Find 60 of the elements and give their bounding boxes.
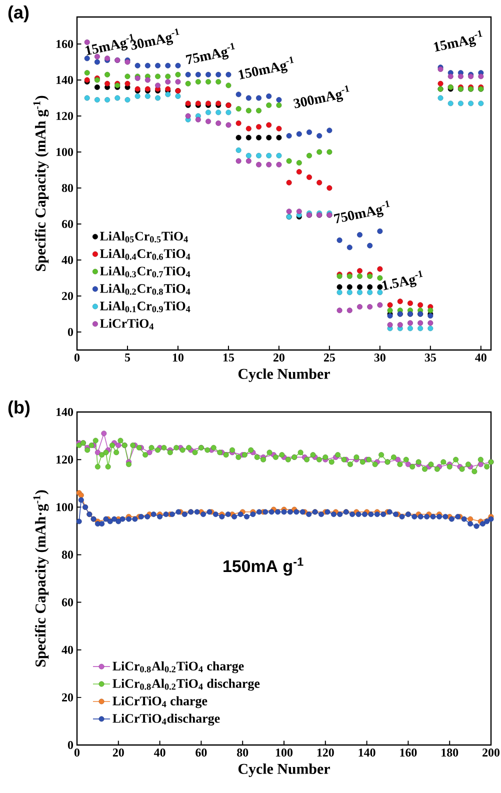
x-tick-label: 0	[74, 354, 80, 362]
y-tick-label: 100	[56, 503, 74, 512]
x-tick-label: 40	[475, 354, 486, 362]
y-tick-label: 100	[56, 148, 74, 156]
y-tick-label: 0	[68, 328, 74, 336]
x-axis-title: Cycle Number	[238, 763, 330, 778]
x-tick-label: 10	[172, 354, 184, 362]
x-tick-label: 15	[223, 354, 234, 362]
annotation: 150mA g$^{-1}$	[224, 558, 304, 576]
y-tick-label: 20	[62, 693, 74, 702]
y-tick-label: 60	[62, 598, 74, 606]
legend-label: LiAl$_{0.4}$Cr$_{0.6}$TiO$_{4}$	[100, 248, 190, 260]
legend-label: LiCrTiO$_{4}$	[100, 318, 154, 330]
legend-label: LiCr$_{0.8}$Al$_{0.2}$TiO$_{4}$ charge	[112, 661, 244, 674]
x-tick-label: 200	[482, 748, 500, 757]
annotation: 750mAg$^{-1}$	[334, 200, 390, 224]
y-tick-label: 20	[62, 292, 74, 300]
x-tick-label: 60	[196, 748, 207, 757]
x-tick-label: 120	[317, 748, 334, 757]
annotation: 1.5Ag$^{-1}$	[382, 270, 423, 290]
x-tick-label: 180	[442, 748, 458, 757]
y-tick-label: 40	[62, 646, 74, 654]
legend-label: LiCrTiO$_{4}$ charge	[112, 696, 208, 708]
x-tick-label: 35	[424, 354, 436, 362]
y-tick-label: 60	[62, 220, 74, 228]
y-tick-label: 160	[56, 40, 74, 48]
y-tick-label: 120	[56, 112, 74, 120]
x-tick-label: 0	[74, 748, 80, 757]
chart-title: (b)	[8, 400, 30, 418]
legend-label: LiAl$_{0.1}$Cr$_{0.9}$TiO$_{4}$	[100, 301, 190, 312]
y-tick-label: 120	[56, 456, 74, 464]
annotation: 300mAg$^{-1}$	[294, 85, 350, 108]
legend-label: LiAl$_{0.2}$Cr$_{0.8}$TiO$_{4}$	[100, 284, 190, 295]
x-tick-label: 20	[112, 748, 124, 757]
y-tick-label: 0	[68, 740, 74, 750]
y-tick-label: 40	[62, 256, 74, 264]
annotation: 150mAg$^{-1}$	[238, 56, 294, 80]
y-axis-title: Specific Capacity (mAh g$^{-1}$)	[33, 96, 49, 271]
x-tick-label: 80	[237, 748, 248, 757]
x-tick-label: 20	[273, 354, 284, 362]
x-tick-label: 5	[124, 354, 130, 362]
x-tick-label: 40	[154, 748, 166, 757]
annotation: 75mAg$^{-1}$	[186, 42, 235, 64]
y-tick-label: 140	[56, 408, 74, 416]
annotation: 15mAg$^{-1}$	[434, 30, 482, 52]
legend-label: LiAl$_{05}$Cr$_{0.5}$TiO$_{4}$	[100, 231, 188, 242]
legend-label: LiCrTiO$_{4}$discharge	[112, 714, 220, 726]
x-tick-label: 100	[276, 748, 293, 757]
legend-label: LiCr$_{0.8}$Al$_{0.2}$TiO$_{4}$ discharge	[112, 678, 260, 691]
y-tick-label: 140	[56, 76, 74, 84]
y-tick-label: 80	[62, 184, 74, 192]
chart-title: (a)	[8, 6, 29, 22]
y-tick-label: 80	[62, 550, 74, 559]
legend-label: LiAl$_{0.3}$Cr$_{0.7}$TiO$_{4}$	[100, 266, 190, 278]
y-axis-title: Specific Capacity (mAh·g$^{-1}$)	[33, 490, 49, 667]
x-tick-label: 160	[400, 748, 417, 757]
x-axis-title: Cycle Number	[238, 368, 330, 382]
x-tick-label: 25	[324, 354, 335, 362]
x-tick-label: 140	[358, 748, 376, 757]
x-tick-label: 30	[374, 354, 386, 362]
